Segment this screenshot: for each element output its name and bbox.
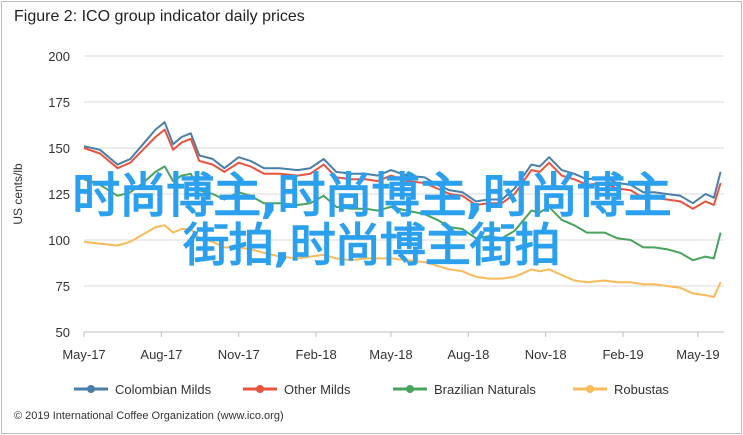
- series-line-other-milds: [83, 128, 722, 210]
- legend-label: Brazilian Naturals: [434, 382, 536, 397]
- x-tick-label: May-17: [62, 347, 105, 362]
- y-tick-label: 125: [48, 187, 70, 202]
- x-tick-label: May-18: [369, 347, 412, 362]
- x-tick-label: Nov-18: [525, 347, 567, 362]
- series-line-robustas: [83, 224, 722, 298]
- x-tick-label: Aug-17: [140, 347, 182, 362]
- watermark-text-line1: 时尚博主,时尚博主,时尚博主: [72, 168, 671, 224]
- x-tick-label: Feb-18: [296, 347, 337, 362]
- y-tick-label: 150: [48, 141, 70, 156]
- y-tick-label: 100: [48, 233, 70, 248]
- legend-label: Colombian Milds: [115, 382, 212, 397]
- copyright-footer: © 2019 International Coffee Organization…: [14, 410, 284, 422]
- watermark-text-line2: 街拍,时尚博主街拍: [183, 218, 560, 272]
- chart-title: Figure 2: ICO group indicator daily pric…: [14, 8, 305, 25]
- x-tick-label: Feb-19: [602, 347, 643, 362]
- legend: Colombian Milds Other Milds Brazilian Natu…: [74, 382, 669, 397]
- x-tick-label: May-19: [676, 347, 719, 362]
- y-tick-label: 175: [48, 95, 70, 110]
- series-lines: [83, 121, 722, 298]
- legend-label: Robustas: [614, 382, 669, 397]
- y-axis-label: US cents/lb: [11, 163, 25, 225]
- legend-marker: [87, 385, 95, 393]
- legend-marker: [586, 385, 594, 393]
- legend-marker: [256, 385, 264, 393]
- legend-marker: [406, 385, 414, 393]
- y-tick-label: 75: [56, 279, 70, 294]
- y-tick-label: 50: [56, 325, 70, 340]
- series-line-colombian-milds: [83, 121, 722, 205]
- axes: 50 75 100 125 150 175 200 May-17 Aug-17 Nov-17 Feb…: [11, 49, 724, 362]
- legend-label: Other Milds: [284, 382, 351, 397]
- x-tick-label: Nov-17: [218, 347, 260, 362]
- x-tick-label: Aug-18: [447, 347, 489, 362]
- series-line-brazilian-naturals: [83, 165, 722, 262]
- y-tick-label: 200: [48, 49, 70, 64]
